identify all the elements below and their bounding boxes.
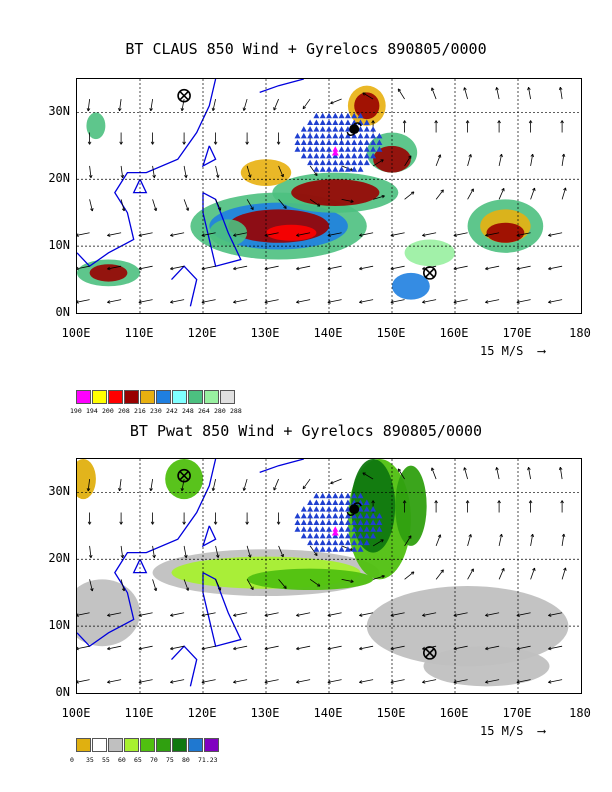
legend-label: 230	[150, 407, 162, 415]
legend-swatch	[108, 738, 123, 752]
panel1-map-graphics	[77, 79, 581, 313]
panel2-legend	[76, 738, 220, 752]
panel1-scale-label: 15 M/S ⟶	[480, 344, 545, 358]
lon-label: 170E	[502, 326, 532, 340]
lat-label: 30N	[48, 104, 70, 119]
legend-label: 242	[166, 407, 178, 415]
magenta-triangle-icon	[331, 529, 339, 536]
lat-label: 10N	[48, 238, 70, 253]
legend-swatch	[76, 390, 91, 404]
panel2-scale-text: 15 M/S	[480, 724, 524, 738]
lon-label: 140E	[313, 706, 343, 720]
wind-vectors	[77, 466, 567, 684]
legend-label: 55	[102, 756, 110, 764]
lat-label: 20N	[48, 171, 70, 186]
lon-label: 160E	[439, 706, 469, 720]
lon-label: 100E	[61, 326, 91, 340]
legend-swatch	[156, 390, 171, 404]
legend-swatch	[188, 390, 203, 404]
legend-swatch	[92, 738, 107, 752]
arrow-right-icon: ⟶	[530, 724, 546, 738]
legend-label: 208	[118, 407, 130, 415]
panel2-map-graphics	[77, 459, 581, 693]
panel2-scale-label: 15 M/S ⟶	[480, 724, 545, 738]
lon-label: 110E	[124, 326, 154, 340]
legend-label: 288	[230, 407, 242, 415]
legend-swatch	[140, 390, 155, 404]
legend-label: 248	[182, 407, 194, 415]
legend-label: 264	[198, 407, 210, 415]
typhoon-icon	[346, 502, 362, 517]
wind-vectors	[77, 86, 567, 304]
cross-circle-icon	[422, 266, 437, 280]
lat-label: 20N	[48, 551, 70, 566]
panel2-title: BT Pwat 850 Wind + Gyrelocs 890805/0000	[129, 422, 483, 440]
lon-label: 170E	[502, 706, 532, 720]
legend-label: 35	[86, 756, 94, 764]
lon-label: 120E	[187, 326, 217, 340]
panel2-map	[76, 458, 582, 694]
panel1-legend	[76, 390, 236, 404]
panel1-scale-text: 15 M/S	[480, 344, 524, 358]
legend-label: 0	[70, 756, 74, 764]
legend-swatch	[204, 738, 219, 752]
legend-label: 80	[182, 756, 190, 764]
legend-swatch	[92, 390, 107, 404]
lon-label: 130E	[250, 706, 280, 720]
lon-label: 160E	[439, 326, 469, 340]
legend-label: 71.23	[198, 756, 218, 764]
legend-swatch	[124, 738, 139, 752]
legend-swatch	[76, 738, 91, 752]
cross-circle-icon	[177, 88, 191, 103]
lon-label: 100E	[61, 706, 91, 720]
typhoon-icon	[346, 122, 362, 137]
graticule	[77, 79, 581, 313]
legend-swatch	[172, 390, 187, 404]
legend-swatch	[220, 390, 235, 404]
legend-label: 60	[118, 756, 126, 764]
legend-label: 200	[102, 407, 114, 415]
legend-label: 216	[134, 407, 146, 415]
legend-swatch	[172, 738, 187, 752]
lon-label: 180	[569, 326, 591, 340]
gyre-triangles	[294, 112, 383, 172]
panel1-map	[76, 78, 582, 314]
legend-swatch	[188, 738, 203, 752]
lon-label: 130E	[250, 326, 280, 340]
lat-label: 0N	[55, 305, 70, 319]
legend-swatch	[140, 738, 155, 752]
legend-label: 65	[134, 756, 142, 764]
legend-swatch	[156, 738, 171, 752]
legend-swatch	[204, 390, 219, 404]
lat-label: 30N	[48, 484, 70, 499]
lon-label: 120E	[187, 706, 217, 720]
lon-label: 140E	[313, 326, 343, 340]
legend-swatch	[124, 390, 139, 404]
graticule	[77, 459, 581, 693]
arrow-right-icon: ⟶	[530, 344, 546, 358]
legend-swatch	[108, 390, 123, 404]
cross-circle-icon	[422, 646, 437, 660]
cross-circle-icon	[177, 468, 191, 483]
legend-label: 70	[150, 756, 158, 764]
legend-label: 190	[70, 407, 82, 415]
lat-label: 10N	[48, 618, 70, 633]
panel1-title: BT CLAUS 850 Wind + Gyrelocs 890805/0000	[125, 40, 487, 58]
legend-label: 75	[166, 756, 174, 764]
lon-label: 180	[569, 706, 591, 720]
lon-label: 110E	[124, 706, 154, 720]
lat-label: 0N	[55, 685, 70, 699]
lon-label: 150E	[376, 706, 406, 720]
legend-label: 280	[214, 407, 226, 415]
lon-label: 150E	[376, 326, 406, 340]
magenta-triangle-icon	[331, 149, 339, 156]
legend-label: 194	[86, 407, 98, 415]
